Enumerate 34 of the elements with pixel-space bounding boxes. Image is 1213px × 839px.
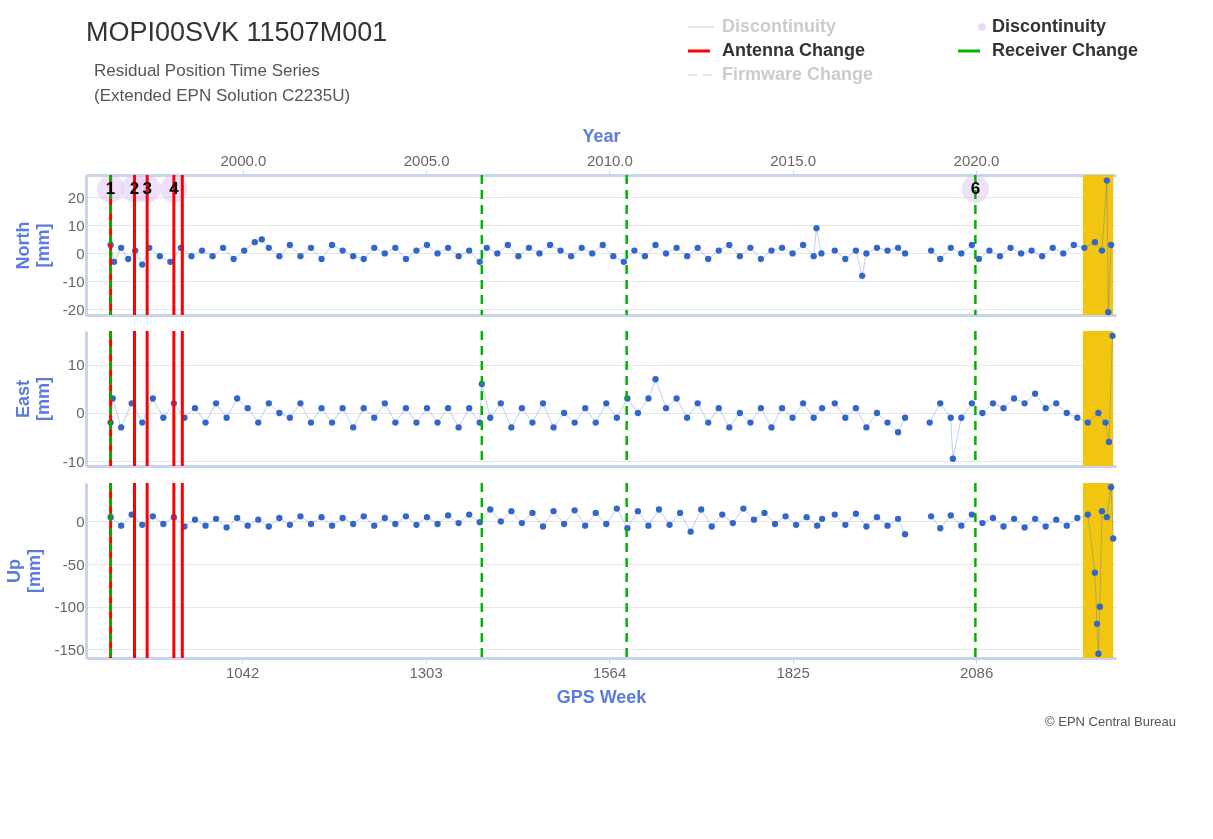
legend-label: Discontinuity bbox=[992, 16, 1107, 36]
text: © EPN Central Bureau bbox=[1045, 714, 1176, 729]
chart-subtitle: Residual Position Time Series (Extended EPN Solution C2235U) bbox=[94, 61, 351, 105]
y-tick-label: 10 bbox=[67, 356, 85, 374]
x2-axis-title: Year bbox=[582, 125, 621, 146]
y-tick-label: -150 bbox=[54, 640, 85, 658]
y-axis-title: East [mm] bbox=[12, 377, 53, 421]
y-axis-title: Up [mm] bbox=[4, 549, 45, 593]
annotation: 6 bbox=[970, 179, 981, 198]
y-tick-label: 20 bbox=[67, 188, 85, 206]
x2-tick-label: 2015.0 bbox=[770, 151, 817, 169]
x-tick-label: 1825 bbox=[776, 663, 810, 681]
y-tick-label: -20 bbox=[62, 300, 85, 318]
x-tick-label: 2086 bbox=[959, 663, 994, 681]
x-tick-label: 1303 bbox=[409, 663, 443, 681]
y-tick-label: 0 bbox=[76, 512, 85, 530]
y-tick-label: 0 bbox=[76, 404, 85, 422]
x-tick-label: 1042 bbox=[225, 663, 260, 681]
y-tick-label: -10 bbox=[62, 272, 85, 290]
x-axis-title: GPS Week bbox=[556, 686, 648, 707]
x2-tick-label: 2020.0 bbox=[953, 151, 1000, 169]
y-tick-label: 0 bbox=[76, 244, 85, 262]
x2-tick-label: 2005.0 bbox=[403, 151, 450, 169]
x-tick-label: 1564 bbox=[592, 663, 627, 681]
legend-label: Antenna Change bbox=[722, 40, 866, 60]
y-tick-label: 10 bbox=[67, 216, 85, 234]
x2-tick-label: 2000.0 bbox=[220, 151, 267, 169]
y-tick-label: -10 bbox=[62, 452, 85, 470]
y-tick-label: -100 bbox=[54, 598, 85, 616]
y-axis-title: North [mm] bbox=[12, 221, 53, 270]
legend-label: Receiver Change bbox=[992, 40, 1139, 60]
chart-title: MOPI00SVK 11507M001 bbox=[86, 17, 388, 47]
y-tick-label: -50 bbox=[62, 555, 85, 573]
x2-tick-label: 2010.0 bbox=[586, 151, 633, 169]
